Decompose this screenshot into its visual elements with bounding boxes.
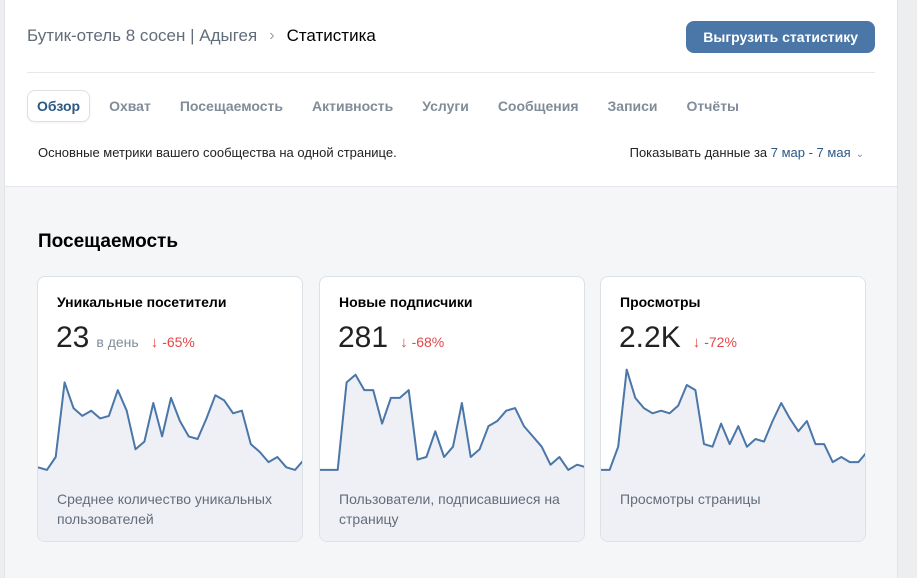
sparkline-chart (38, 357, 303, 541)
period-range-link[interactable]: 7 мар - 7 мая (770, 145, 851, 160)
tab-traffic[interactable]: Посещаемость (179, 98, 283, 114)
metric-value: 281 (338, 321, 389, 354)
chevron-down-icon[interactable]: ⌄ (855, 149, 864, 160)
tab-activity[interactable]: Активность (312, 98, 394, 114)
page-header: Бутик-отель 8 сосен | Адыгея › Статистик… (27, 0, 875, 73)
arrow-down-icon: ↓ (150, 334, 159, 351)
sparkline-area (38, 382, 302, 541)
sparkline-chart (601, 357, 866, 541)
chevron-right-icon: › (269, 27, 275, 44)
tab-posts[interactable]: Записи (607, 98, 658, 114)
card-description: Просмотры страницы (620, 491, 761, 507)
metric-delta: ↓ -72% (693, 334, 737, 351)
arrow-down-icon: ↓ (400, 334, 408, 351)
breadcrumb-community-link[interactable]: Бутик-отель 8 сосен | Адыгея (27, 26, 258, 45)
card-value-row: 23 в день ↓ -65% (56, 321, 195, 355)
card-title: Просмотры (620, 294, 701, 310)
metric-value: 23 (56, 321, 90, 354)
sparkline-area (601, 369, 865, 541)
sparkline-series (601, 370, 866, 470)
tab-services[interactable]: Услуги (422, 98, 469, 114)
tab-messages[interactable]: Сообщения (497, 98, 579, 114)
delta-value: -65% (162, 334, 195, 350)
sparkline-series (38, 382, 303, 470)
tab-reports[interactable]: Отчёты (686, 98, 740, 114)
content-area: Посещаемость Уникальные посетители 23 в … (5, 186, 897, 578)
metric-delta: ↓ -68% (400, 334, 444, 351)
card-description: Среднее количество уникальных пользовате… (57, 491, 272, 527)
metric-card-unique-visitors[interactable]: Уникальные посетители 23 в день ↓ -65% Ср… (37, 276, 303, 542)
section-title: Посещаемость (38, 231, 179, 252)
delta-value: -68% (411, 334, 445, 350)
tab-reach[interactable]: Охват (109, 98, 151, 114)
tab-overview[interactable]: Обзор (27, 90, 91, 122)
period-selector[interactable]: Показывать данные за 7 мар - 7 мая ⌄ (630, 145, 864, 160)
breadcrumb: Бутик-отель 8 сосен | Адыгея › Статистик… (27, 26, 376, 46)
metric-unit: в день (96, 334, 139, 350)
card-title: Уникальные посетители (57, 294, 227, 310)
overview-description: Основные метрики вашего сообщества на од… (38, 145, 397, 160)
tab-bar: Обзор Охват Посещаемость Активность Услу… (27, 90, 758, 122)
card-value-row: 2.2K ↓ -72% (619, 321, 737, 355)
sparkline-series (320, 375, 585, 470)
delta-value: -72% (704, 334, 737, 350)
metric-value: 2.2K (619, 321, 681, 354)
metric-card-new-subscribers[interactable]: Новые подписчики 281 ↓ -68% Пользователи,… (319, 276, 585, 542)
period-label: Показывать данные за (629, 145, 768, 160)
arrow-down-icon: ↓ (692, 334, 701, 351)
sparkline-chart (320, 357, 585, 541)
statistics-panel: Бутик-отель 8 сосен | Адыгея › Статистик… (4, 0, 898, 578)
metric-delta: ↓ -65% (151, 334, 195, 351)
card-description: Пользователи, подписавшиеся на страницу (339, 491, 560, 527)
card-value-row: 281 ↓ -68% (338, 321, 444, 355)
card-title: Новые подписчики (339, 294, 473, 310)
page-title: Статистика (286, 26, 376, 45)
metric-card-views[interactable]: Просмотры 2.2K ↓ -72% Просмотры страницы (600, 276, 866, 542)
export-statistics-button[interactable]: Выгрузить статистику (686, 21, 875, 53)
